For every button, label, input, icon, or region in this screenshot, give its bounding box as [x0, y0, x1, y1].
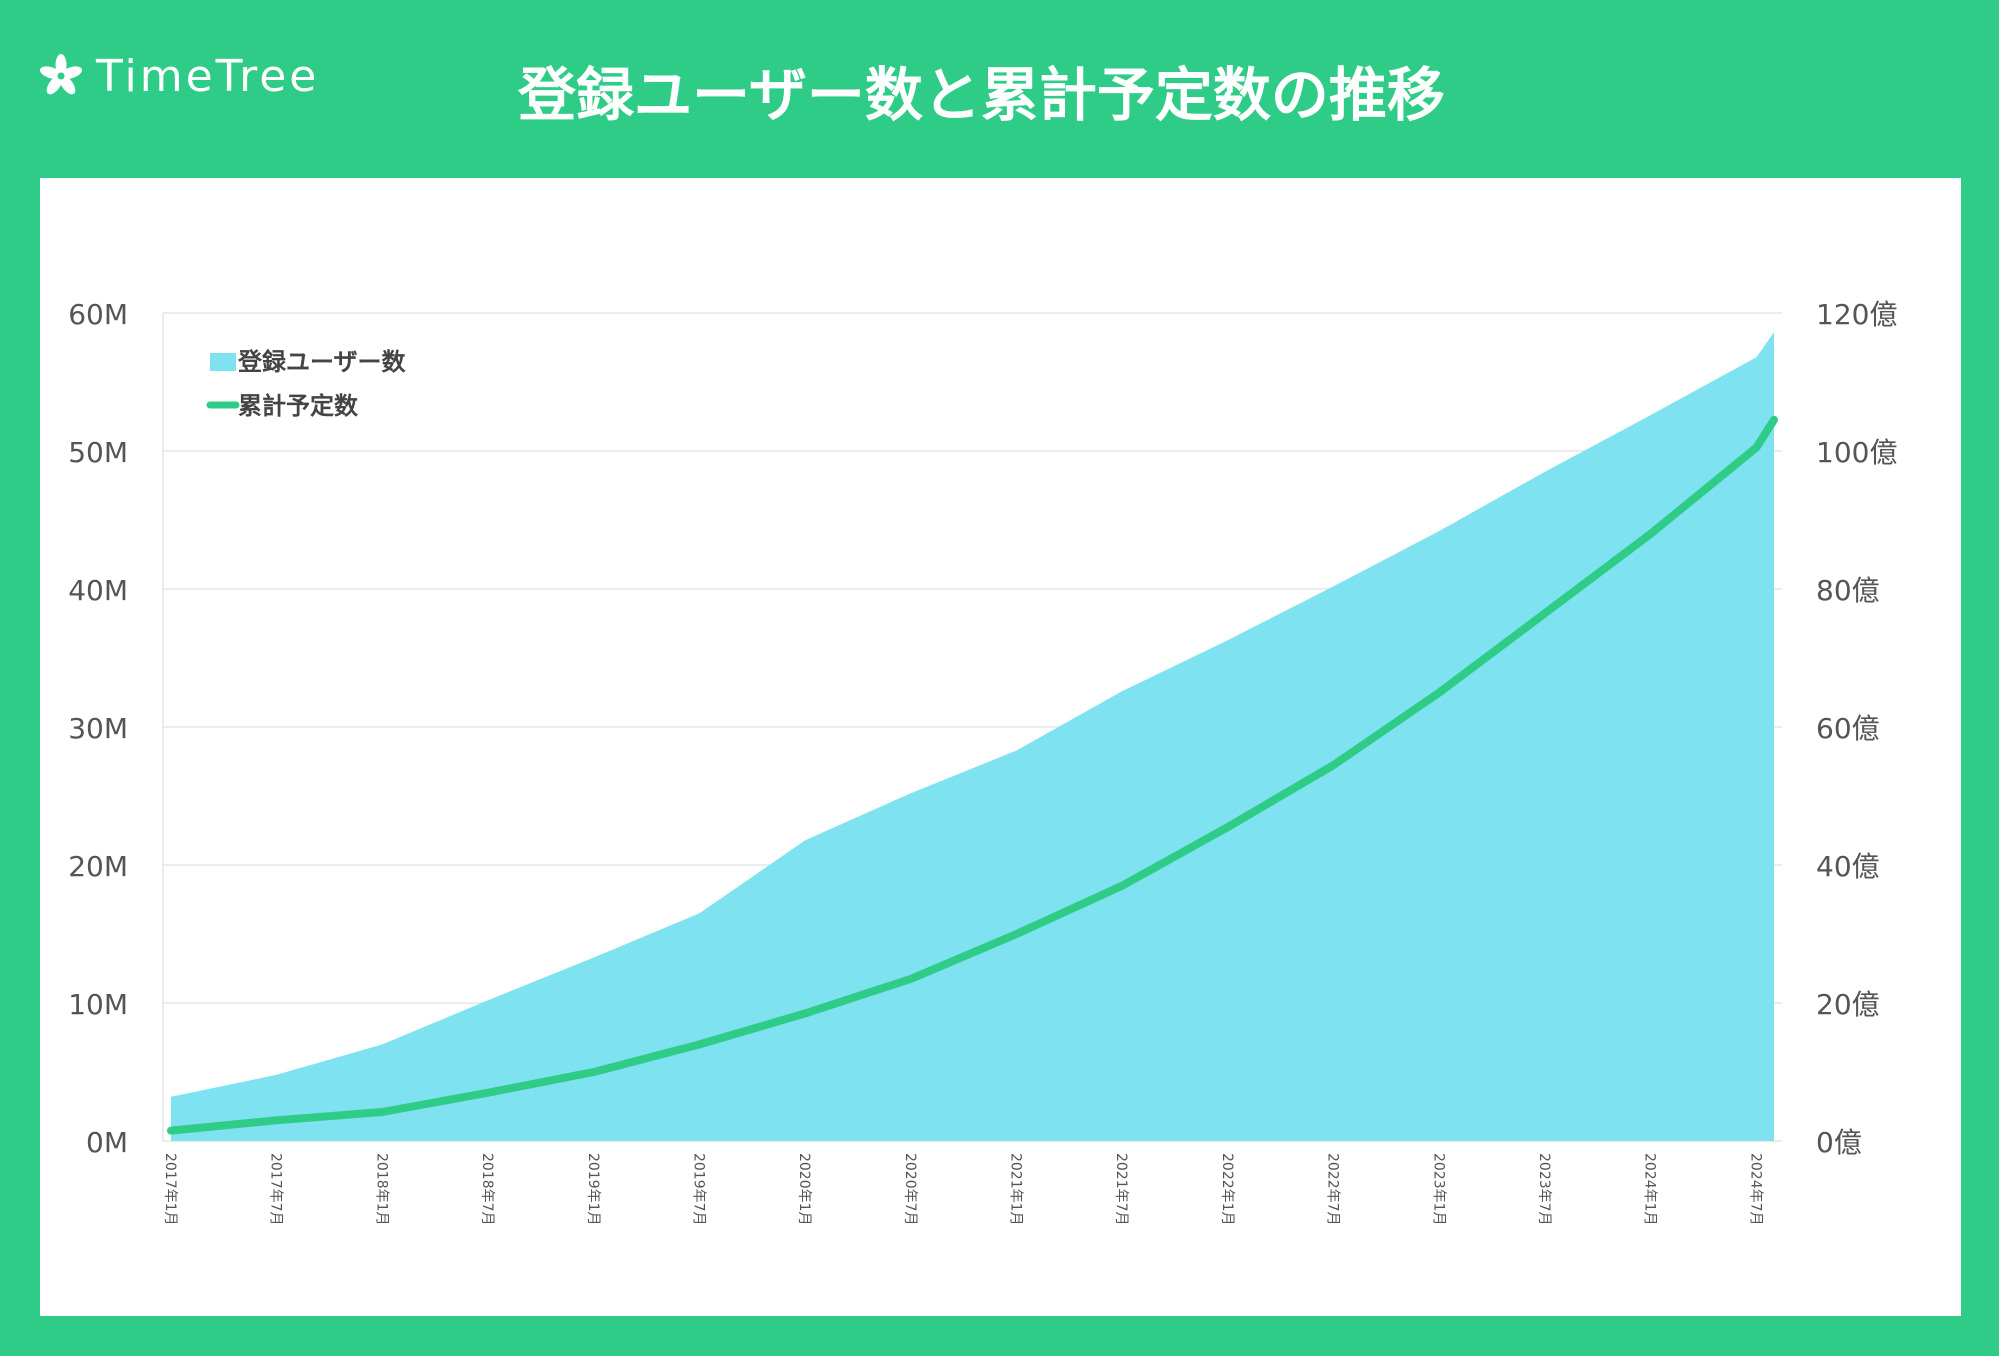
timetree-logo: TimeTree	[36, 46, 319, 106]
header-bar: TimeTree 登録ユーザー数と累計予定数の推移	[0, 0, 1999, 178]
right-y-axis: 0億 20億 40億 60億 80億 100億 120億	[1816, 298, 1897, 1159]
x-tick-label: 2018年1月	[373, 1153, 389, 1226]
x-tick-label: 2022年7月	[1325, 1153, 1341, 1226]
x-axis: 2017年1月 2017年7月 2018年1月 2018年7月 2019年1月 2019年…	[162, 1153, 1763, 1226]
legend-swatch-users	[210, 353, 236, 371]
right-tick-label: 100億	[1816, 436, 1897, 469]
x-tick-label: 2023年7月	[1536, 1153, 1552, 1226]
left-tick-label: 40M	[68, 574, 128, 607]
left-y-axis: 0M 10M 20M 30M 40M 50M 60M	[68, 298, 128, 1159]
x-tick-label: 2017年7月	[268, 1153, 284, 1226]
logo-text: TimeTree	[96, 50, 320, 102]
x-tick-label: 2023年1月	[1430, 1153, 1446, 1226]
page-title: 登録ユーザー数と累計予定数の推移	[518, 61, 1445, 129]
right-tick-label: 120億	[1816, 298, 1897, 331]
x-tick-label: 2021年1月	[1008, 1153, 1024, 1226]
right-tick-label: 60億	[1816, 712, 1880, 745]
x-tick-label: 2020年1月	[796, 1153, 812, 1226]
x-tick-label: 2021年7月	[1113, 1153, 1129, 1226]
left-tick-label: 30M	[68, 712, 128, 745]
right-tick-label: 20億	[1816, 988, 1880, 1021]
users-area	[171, 332, 1774, 1141]
left-tick-label: 0M	[86, 1126, 128, 1159]
left-tick-label: 10M	[68, 988, 128, 1021]
x-tick-label: 2020年7月	[902, 1153, 918, 1226]
left-tick-label: 60M	[68, 298, 128, 331]
right-tick-label: 80億	[1816, 574, 1880, 607]
left-tick-label: 20M	[68, 850, 128, 883]
right-tick-label: 40億	[1816, 850, 1880, 883]
x-tick-label: 2024年7月	[1747, 1153, 1763, 1226]
chart: 0M 10M 20M 30M 40M 50M 60M 0億 20億 40億 60億 80億 100億 1…	[68, 298, 1897, 1226]
x-tick-label: 2019年1月	[585, 1153, 601, 1226]
users-area-layer	[171, 332, 1774, 1141]
x-tick-label: 2018年7月	[479, 1153, 495, 1226]
legend-label-schedules: 累計予定数	[238, 392, 359, 420]
flower-logo-icon	[39, 54, 83, 95]
legend-label-users: 登録ユーザー数	[237, 348, 407, 376]
x-tick-label: 2022年1月	[1219, 1153, 1235, 1226]
left-tick-label: 50M	[68, 436, 128, 469]
x-tick-label: 2024年1月	[1642, 1153, 1658, 1226]
chart-card: 0M 10M 20M 30M 40M 50M 60M 0億 20億 40億 60億 80億 100億 1…	[40, 178, 1961, 1316]
x-tick-label: 2017年1月	[162, 1153, 178, 1226]
x-tick-label: 2019年7月	[690, 1153, 706, 1226]
right-tick-label: 0億	[1816, 1126, 1862, 1159]
schedules-line-layer	[167, 415, 1778, 1135]
